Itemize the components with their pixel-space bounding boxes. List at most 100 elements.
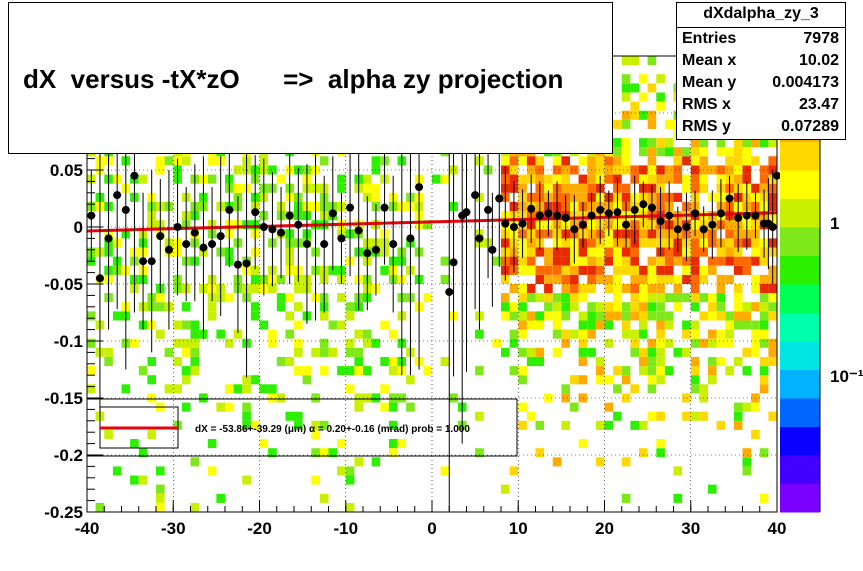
density-cell [690, 375, 700, 385]
density-cell [423, 366, 432, 376]
density-cell [639, 238, 648, 248]
profile-point [449, 258, 458, 267]
density-cell [285, 329, 294, 339]
profile-point [527, 204, 536, 213]
density-cell [759, 493, 769, 503]
density-cell [733, 293, 743, 303]
profile-point [604, 209, 613, 218]
density-cell [259, 320, 269, 330]
density-cell [621, 165, 631, 175]
profile-point [147, 257, 156, 266]
density-cell [578, 284, 588, 294]
density-cell [181, 375, 191, 385]
density-cell [294, 338, 303, 348]
density-cell [190, 329, 200, 339]
density-cell [708, 366, 717, 376]
density-cell [138, 366, 148, 376]
profile-point [462, 208, 471, 217]
density-cell [639, 366, 648, 376]
density-cell [733, 311, 743, 321]
density-cell [613, 165, 622, 175]
density-cell [751, 274, 760, 284]
density-cell [147, 429, 156, 439]
density-cell [354, 402, 363, 412]
density-cell [561, 393, 570, 403]
density-cell [156, 302, 165, 312]
x-tick-label: 10 [509, 519, 528, 538]
density-cell [587, 302, 596, 312]
density-cell [345, 366, 355, 376]
density-cell [337, 439, 346, 449]
profile-point [639, 200, 648, 209]
density-cell [285, 293, 294, 303]
density-cell [751, 338, 760, 348]
palette-swatch [780, 483, 820, 513]
density-cell [699, 411, 708, 421]
profile-point [113, 191, 122, 200]
density-cell [570, 402, 579, 412]
profile-point [121, 205, 130, 214]
density-cell [647, 293, 657, 303]
density-cell [708, 256, 717, 266]
density-cell [578, 347, 588, 357]
density-cell [716, 165, 726, 175]
density-cell [544, 174, 553, 184]
density-cell [630, 284, 639, 294]
density-cell [242, 375, 251, 385]
density-cell [630, 247, 639, 257]
density-cell [501, 156, 510, 166]
density-cell [285, 311, 294, 321]
density-cell [725, 320, 734, 330]
density-cell [647, 238, 657, 248]
density-cell [242, 411, 251, 421]
profile-point [501, 219, 510, 228]
density-cell [294, 320, 303, 330]
density-cell [595, 156, 605, 166]
density-cell [621, 183, 631, 193]
density-cell [363, 329, 372, 339]
density-cell [518, 320, 527, 330]
density-cell [716, 274, 726, 284]
density-cell [733, 265, 743, 275]
stats-row-rms-y: RMS y 0.07289 [682, 118, 839, 136]
density-cell [759, 183, 769, 193]
density-cell [759, 293, 769, 303]
density-cell [173, 338, 182, 348]
density-cell [621, 156, 631, 166]
density-cell [656, 147, 665, 157]
density-cell [604, 284, 614, 294]
density-cell [673, 274, 683, 284]
density-cell [526, 293, 536, 303]
density-cell [613, 119, 622, 129]
density-cell [259, 384, 269, 394]
density-cell [673, 174, 683, 184]
profile-point [518, 219, 527, 228]
density-cell [535, 320, 545, 330]
density-cell [475, 366, 484, 376]
density-cell [526, 156, 536, 166]
x-tick-label: -10 [333, 519, 358, 538]
density-cell [345, 347, 355, 357]
density-cell [664, 247, 674, 257]
profile-point [363, 249, 372, 258]
density-cell [552, 293, 562, 303]
density-cell [621, 311, 631, 321]
density-cell [552, 274, 562, 284]
density-cell [570, 329, 579, 339]
density-cell [647, 375, 657, 385]
density-cell [509, 284, 519, 294]
density-cell [518, 293, 527, 303]
density-cell [552, 156, 562, 166]
density-cell [742, 147, 752, 157]
density-cell [656, 274, 665, 284]
density-cell [363, 174, 372, 184]
density-cell [604, 302, 614, 312]
density-cell [345, 338, 355, 348]
density-cell [690, 156, 700, 166]
density-cell [526, 311, 536, 321]
density-cell [647, 147, 657, 157]
profile-point [354, 226, 363, 235]
stats-row-rms-x: RMS x 23.47 [682, 96, 839, 114]
density-cell [578, 357, 588, 367]
density-cell [647, 156, 657, 166]
